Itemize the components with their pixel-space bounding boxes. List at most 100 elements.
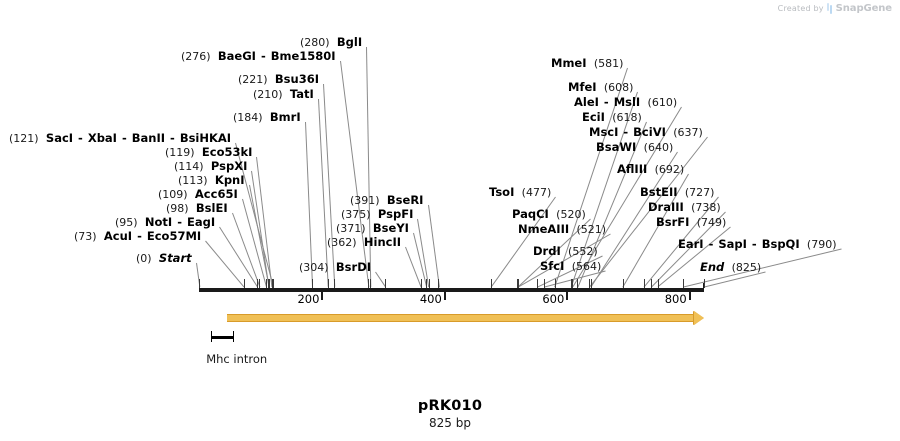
enzyme-label-draIII[interactable]: DraIII (738) (648, 201, 721, 214)
ruler-tick (321, 292, 324, 300)
restriction-site-tick[interactable] (536, 279, 538, 288)
restriction-site-tick[interactable] (367, 279, 369, 288)
enzyme-label-pspFI[interactable]: (375) PspFI (341, 208, 413, 221)
leader-line-hincII (405, 246, 422, 288)
enzyme-name: EagI (187, 215, 216, 229)
restriction-site-tick[interactable] (517, 279, 519, 288)
restriction-site-tick[interactable] (554, 279, 556, 288)
restriction-site-tick[interactable] (370, 279, 372, 288)
enzyme-label-bslEI[interactable]: (98) BslEI (166, 202, 228, 215)
enzyme-position: (210) (253, 88, 283, 101)
restriction-site-tick[interactable] (704, 279, 705, 288)
feature-arrow[interactable] (226, 311, 704, 325)
enzyme-name: BsiHKAI (179, 131, 232, 145)
enzyme-label-aflIII[interactable]: AflIII (692) (617, 163, 684, 176)
enzyme-label-bsrDI[interactable]: (304) BsrDI (299, 261, 371, 274)
leader-line-bglI (366, 46, 372, 287)
enzyme-label-kpnI[interactable]: (113) KpnI (178, 174, 245, 187)
restriction-site-tick[interactable] (491, 279, 492, 288)
restriction-site-tick[interactable] (311, 279, 313, 288)
enzyme-label-earI-grp[interactable]: EarI - SapI - BspQI (790) (678, 238, 837, 251)
enzyme-label-acc65I[interactable]: (109) Acc65I (158, 188, 238, 201)
restriction-site-tick[interactable] (243, 279, 245, 288)
ruler-tick (443, 292, 446, 300)
enzyme-position: (95) (115, 216, 138, 229)
enzyme-label-eco53kI[interactable]: (119) Eco53kI (165, 146, 252, 159)
enzyme-name: TatI (289, 87, 314, 101)
restriction-site-tick[interactable] (268, 279, 270, 288)
restriction-site-tick[interactable] (268, 279, 270, 288)
enzyme-label-tsoI[interactable]: TsoI (477) (489, 186, 551, 199)
restriction-site-tick[interactable] (327, 279, 329, 288)
enzyme-name: Start (158, 251, 192, 265)
restriction-site-tick[interactable] (571, 279, 573, 288)
enzyme-label-bmrI[interactable]: (184) BmrI (233, 111, 301, 124)
restriction-site-tick[interactable] (271, 279, 273, 288)
restriction-site-tick[interactable] (657, 279, 659, 288)
restriction-site-tick[interactable] (385, 279, 387, 288)
restriction-site-tick[interactable] (590, 279, 592, 288)
enzyme-label-nmeAIII[interactable]: NmeAIII (521) (518, 223, 606, 236)
restriction-site-tick[interactable] (257, 279, 259, 288)
enzyme-label-mscI-grp[interactable]: MscI - BciVI (637) (589, 126, 703, 139)
enzyme-label-acuI-group[interactable]: (73) AcuI - Eco57MI (74, 230, 201, 243)
enzyme-label-mfeI[interactable]: MfeI (608) (568, 81, 633, 94)
enzyme-label-sacI-group[interactable]: (121) SacI - XbaI - BanII - BsiHKAI (9, 132, 231, 145)
restriction-site-tick[interactable] (420, 279, 422, 288)
enzyme-label-bsu36I[interactable]: (221) Bsu36I (238, 73, 319, 86)
restriction-site-tick[interactable] (644, 279, 645, 288)
restriction-site-tick[interactable] (544, 279, 546, 288)
enzyme-label-bsaWI[interactable]: BsaWI (640) (596, 141, 673, 154)
enzyme-label-paqCI[interactable]: PaqCI (520) (512, 208, 586, 221)
enzyme-label-mmeI[interactable]: MmeI (581) (551, 57, 623, 70)
enzyme-label-bseRI[interactable]: (391) BseRI (350, 194, 423, 207)
restriction-site-tick[interactable] (334, 279, 336, 288)
ruler-label: 200 (297, 292, 320, 306)
enzyme-label-end-marker[interactable]: End (825) (700, 261, 761, 274)
restriction-site-tick[interactable] (588, 279, 590, 288)
enzyme-name-separator: - (599, 95, 613, 109)
plasmid-name: pRK010 (417, 398, 483, 414)
enzyme-label-sfcI[interactable]: SfcI (564) (540, 260, 601, 273)
enzyme-label-notI-group[interactable]: (95) NotI - EagI (115, 216, 215, 229)
restriction-site-tick[interactable] (517, 279, 519, 288)
enzyme-label-bsrFI[interactable]: BsrFI (749) (656, 216, 726, 229)
restriction-site-tick[interactable] (265, 279, 267, 288)
leader-line-notI-group (219, 226, 259, 288)
enzyme-label-hincII[interactable]: (362) HincII (327, 236, 401, 249)
restriction-site-tick[interactable] (650, 279, 652, 288)
restriction-site-tick[interactable] (622, 279, 624, 288)
enzyme-name: Bme1580I (270, 49, 336, 63)
enzyme-name: BmrI (269, 110, 301, 124)
enzyme-label-pspXI[interactable]: (114) PspXI (174, 160, 247, 173)
enzyme-name: AcuI (103, 229, 133, 243)
restriction-site-tick[interactable] (259, 279, 260, 288)
restriction-site-tick[interactable] (577, 279, 579, 288)
restriction-site-tick[interactable] (199, 279, 200, 288)
enzyme-label-drdI[interactable]: DrdI (552) (533, 245, 598, 258)
enzyme-name: AleI (574, 95, 599, 109)
ruler-label: 400 (419, 292, 442, 306)
restriction-site-tick[interactable] (438, 279, 440, 288)
enzyme-label-eciI[interactable]: EciI (618) (582, 111, 642, 124)
restriction-site-tick[interactable] (273, 279, 275, 288)
enzyme-label-start-marker[interactable]: (0) Start (136, 252, 192, 265)
enzyme-label-bseYI[interactable]: (371) BseYI (336, 222, 409, 235)
leader-line-bsu36I (323, 83, 336, 288)
enzyme-position: (0) (136, 252, 152, 265)
enzyme-name: TsoI (489, 185, 515, 199)
enzyme-label-bstEII[interactable]: BstEII (727) (640, 186, 714, 199)
restriction-site-tick[interactable] (682, 279, 684, 288)
enzyme-name-separator: - (166, 131, 179, 145)
enzyme-position: (304) (299, 261, 329, 274)
enzyme-label-baeGI-grp[interactable]: (276) BaeGI - Bme1580I (181, 50, 336, 63)
restriction-site-tick[interactable] (428, 279, 430, 288)
enzyme-label-aleI-grp[interactable]: AleI - MslI (610) (574, 96, 677, 109)
restriction-site-tick[interactable] (426, 279, 428, 288)
restriction-site-tick[interactable] (572, 279, 574, 288)
feature-arrow-shaft (226, 314, 695, 322)
enzyme-label-bglI[interactable]: (280) BglI (300, 36, 362, 49)
enzyme-label-tatI[interactable]: (210) TatI (253, 88, 314, 101)
enzyme-name: SacI (45, 131, 74, 145)
enzyme-position: (520) (556, 208, 586, 221)
